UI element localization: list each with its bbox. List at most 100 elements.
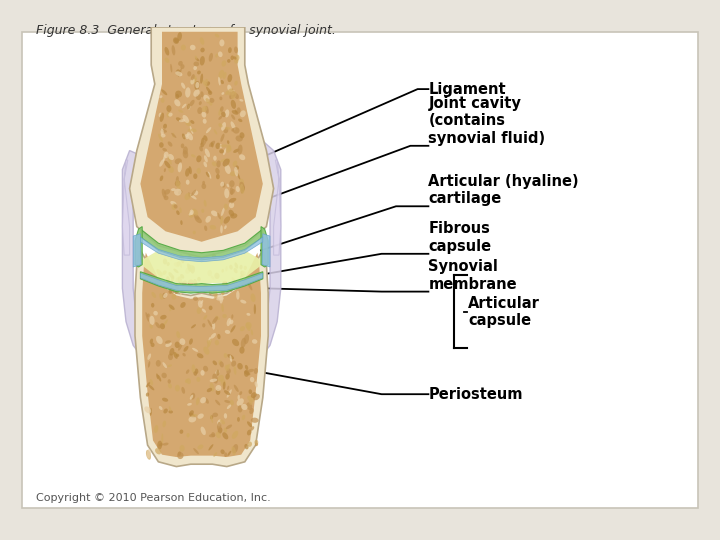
Ellipse shape bbox=[185, 268, 190, 274]
Ellipse shape bbox=[237, 107, 240, 113]
Ellipse shape bbox=[164, 189, 170, 195]
Ellipse shape bbox=[179, 429, 184, 434]
Ellipse shape bbox=[195, 57, 199, 62]
Ellipse shape bbox=[230, 355, 232, 362]
Ellipse shape bbox=[253, 304, 256, 314]
Text: Copyright © 2010 Pearson Education, Inc.: Copyright © 2010 Pearson Education, Inc. bbox=[36, 493, 271, 503]
Ellipse shape bbox=[221, 207, 225, 216]
Ellipse shape bbox=[144, 407, 151, 413]
Ellipse shape bbox=[175, 91, 182, 98]
Ellipse shape bbox=[168, 166, 174, 173]
Ellipse shape bbox=[193, 76, 197, 84]
Ellipse shape bbox=[154, 425, 158, 433]
Ellipse shape bbox=[197, 353, 204, 359]
Ellipse shape bbox=[181, 387, 185, 394]
Ellipse shape bbox=[246, 322, 252, 329]
Ellipse shape bbox=[173, 37, 179, 44]
Ellipse shape bbox=[185, 121, 191, 126]
Ellipse shape bbox=[171, 188, 176, 191]
Ellipse shape bbox=[225, 364, 230, 371]
Ellipse shape bbox=[226, 364, 230, 369]
Ellipse shape bbox=[218, 116, 222, 120]
Ellipse shape bbox=[179, 262, 182, 268]
Ellipse shape bbox=[180, 274, 184, 279]
Ellipse shape bbox=[226, 424, 232, 429]
Polygon shape bbox=[140, 237, 263, 262]
Ellipse shape bbox=[235, 262, 238, 269]
Ellipse shape bbox=[244, 444, 248, 449]
Ellipse shape bbox=[240, 274, 245, 278]
Text: Articular
capsule: Articular capsule bbox=[468, 296, 540, 328]
Ellipse shape bbox=[191, 190, 196, 196]
Ellipse shape bbox=[162, 271, 167, 275]
Ellipse shape bbox=[219, 149, 224, 153]
Ellipse shape bbox=[205, 216, 211, 222]
Ellipse shape bbox=[249, 408, 253, 414]
Ellipse shape bbox=[161, 373, 167, 378]
Ellipse shape bbox=[218, 107, 222, 116]
Ellipse shape bbox=[216, 174, 220, 179]
Ellipse shape bbox=[251, 392, 257, 398]
Ellipse shape bbox=[163, 195, 168, 200]
Ellipse shape bbox=[248, 369, 254, 373]
Ellipse shape bbox=[213, 156, 217, 161]
Ellipse shape bbox=[252, 339, 257, 344]
Ellipse shape bbox=[210, 383, 214, 391]
Ellipse shape bbox=[178, 190, 183, 194]
Ellipse shape bbox=[220, 216, 223, 225]
Ellipse shape bbox=[200, 48, 204, 52]
Ellipse shape bbox=[225, 91, 228, 95]
Ellipse shape bbox=[168, 383, 172, 389]
Ellipse shape bbox=[204, 398, 209, 404]
Ellipse shape bbox=[188, 129, 192, 131]
Text: Fibrous
capsule: Fibrous capsule bbox=[428, 221, 492, 254]
Ellipse shape bbox=[246, 313, 251, 316]
Ellipse shape bbox=[230, 187, 233, 195]
Ellipse shape bbox=[181, 45, 186, 50]
Ellipse shape bbox=[187, 71, 192, 77]
Ellipse shape bbox=[200, 91, 204, 97]
Ellipse shape bbox=[159, 406, 163, 410]
Ellipse shape bbox=[205, 106, 209, 114]
Ellipse shape bbox=[202, 112, 206, 118]
Ellipse shape bbox=[238, 405, 243, 413]
Polygon shape bbox=[143, 251, 261, 284]
Ellipse shape bbox=[220, 97, 222, 100]
Ellipse shape bbox=[229, 91, 235, 99]
Ellipse shape bbox=[170, 201, 176, 205]
Ellipse shape bbox=[244, 334, 249, 344]
Ellipse shape bbox=[148, 354, 151, 360]
Ellipse shape bbox=[145, 312, 149, 322]
Ellipse shape bbox=[176, 180, 181, 189]
Polygon shape bbox=[122, 141, 281, 376]
Ellipse shape bbox=[147, 449, 151, 458]
Ellipse shape bbox=[208, 444, 213, 450]
Ellipse shape bbox=[238, 363, 243, 369]
Ellipse shape bbox=[189, 210, 194, 215]
Ellipse shape bbox=[223, 127, 228, 133]
Ellipse shape bbox=[185, 379, 188, 383]
Ellipse shape bbox=[210, 415, 213, 420]
Ellipse shape bbox=[207, 339, 212, 348]
Ellipse shape bbox=[210, 225, 216, 229]
Ellipse shape bbox=[162, 397, 168, 402]
Ellipse shape bbox=[166, 342, 172, 347]
Ellipse shape bbox=[194, 62, 199, 66]
Ellipse shape bbox=[183, 133, 189, 138]
Ellipse shape bbox=[163, 124, 167, 129]
Ellipse shape bbox=[184, 346, 189, 352]
Ellipse shape bbox=[230, 198, 234, 204]
Ellipse shape bbox=[193, 296, 198, 301]
Ellipse shape bbox=[204, 155, 208, 163]
Ellipse shape bbox=[210, 415, 213, 423]
Ellipse shape bbox=[174, 262, 180, 267]
Ellipse shape bbox=[248, 442, 252, 447]
Ellipse shape bbox=[220, 158, 227, 162]
Ellipse shape bbox=[215, 340, 219, 346]
Ellipse shape bbox=[230, 87, 235, 96]
Ellipse shape bbox=[180, 220, 183, 225]
Ellipse shape bbox=[186, 369, 189, 374]
Ellipse shape bbox=[235, 55, 240, 61]
Ellipse shape bbox=[193, 90, 199, 97]
Ellipse shape bbox=[202, 181, 205, 185]
